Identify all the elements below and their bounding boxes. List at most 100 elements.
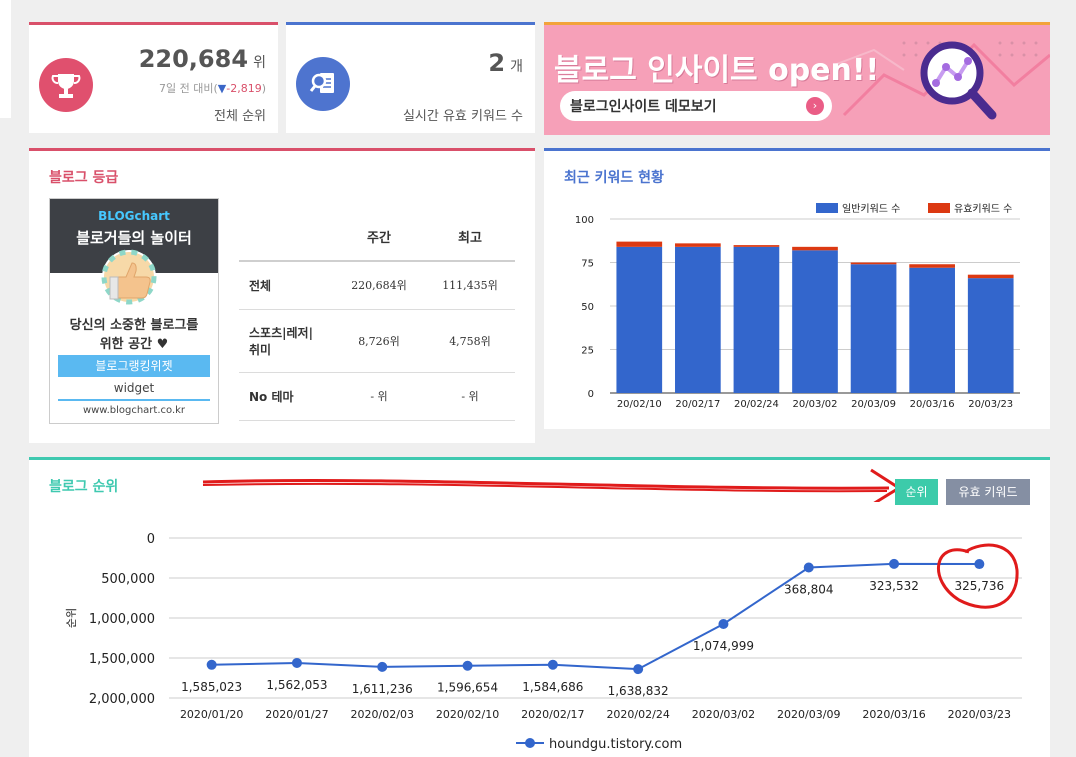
magnifier-chart-icon xyxy=(920,41,997,120)
grade-row-label: 스포츠|레저| 취미 xyxy=(239,309,333,373)
bar-segment xyxy=(792,246,838,251)
y-axis-label: 순위 xyxy=(65,608,78,628)
valid-keyword-tab-button[interactable]: 유효 키워드 xyxy=(946,479,1030,505)
data-point xyxy=(633,664,644,675)
x-tick-label: 20/02/10 xyxy=(617,399,662,410)
grade-row-label-line2: 취미 xyxy=(249,342,272,357)
bar-segment xyxy=(909,264,955,268)
bar-segment xyxy=(733,245,780,247)
left-edge-panel xyxy=(0,0,11,118)
rank-tab-button[interactable]: 순위 xyxy=(895,479,938,505)
legend-swatch xyxy=(816,203,838,213)
red-circle-annotation xyxy=(937,543,1019,609)
data-point xyxy=(803,562,814,573)
bar-segment xyxy=(850,262,897,265)
grade-header-weekly: 주간 xyxy=(333,213,425,262)
bar-segment xyxy=(909,267,955,393)
bar-segment xyxy=(675,243,721,247)
data-label: 323,532 xyxy=(869,579,919,593)
grade-row-best: - 위 xyxy=(425,372,515,421)
grade-row-weekly: - 위 xyxy=(333,372,425,421)
data-point xyxy=(889,558,900,569)
bar-segment xyxy=(733,246,780,393)
y-tick-label: 2,000,000 xyxy=(89,692,155,707)
keyword-count-card: 2 개 실시간 유효 키워드 수 xyxy=(286,22,535,133)
blog-rank-card: 블로그 순위 순위 유효 키워드 0 500,000 1,000,000 1,500,… xyxy=(29,457,1050,757)
y-tick-label: 75 xyxy=(581,259,594,270)
rank-line-chart: 0 500,000 1,000,000 1,500,000 2,000,000 순위 202… xyxy=(65,532,1022,752)
y-tick-label: 50 xyxy=(581,302,594,313)
data-label: 1,562,053 xyxy=(266,678,327,692)
x-tick-label: 20/03/16 xyxy=(910,399,955,410)
data-label: 368,804 xyxy=(784,583,834,597)
down-arrow-icon: ▼ xyxy=(217,82,227,95)
widget-tagline-line2: 위한 공간 ♥ xyxy=(99,337,169,352)
data-point xyxy=(547,659,558,670)
widget-headline: 블로거들의 놀이터 xyxy=(76,229,192,247)
data-point xyxy=(718,618,729,629)
grade-title: 블로그 등급 xyxy=(49,170,119,186)
data-point xyxy=(377,661,388,672)
rank-change-prefix: 7일 전 대비( xyxy=(159,82,218,95)
blog-grade-card: 블로그 등급 BLOGchart 블로거들의 놀이터 당신의 소중한 블로그를 … xyxy=(29,148,535,443)
rank-unit: 위 xyxy=(253,55,266,71)
bar-segment xyxy=(616,241,663,247)
series-line xyxy=(211,562,980,671)
y-tick-label: 0 xyxy=(147,532,155,547)
legend-swatch xyxy=(928,203,950,213)
banner-demo-button-label: 블로그인사이트 데모보기 xyxy=(570,99,717,115)
x-tick-label: 2020/01/27 xyxy=(265,708,328,721)
widget-url: www.blogchart.co.kr xyxy=(82,405,186,416)
x-tick-label: 2020/02/10 xyxy=(436,708,499,721)
y-tick-label: 500,000 xyxy=(101,572,155,587)
data-label: 1,596,654 xyxy=(437,681,498,695)
total-rank-card: 220,684 위 7일 전 대비(▼-2,819) 전체 순위 xyxy=(29,22,278,133)
y-tick-label: 1,000,000 xyxy=(89,612,155,627)
rank-change-suffix: ) xyxy=(261,82,266,95)
x-tick-label: 2020/03/02 xyxy=(692,708,755,721)
keyword-status-card: 최근 키워드 현황 100 75 50 25 0 20/02/10 20/02/17 20/0… xyxy=(544,148,1050,429)
x-tick-label: 20/02/24 xyxy=(734,399,779,410)
x-tick-label: 20/03/09 xyxy=(851,399,896,410)
bar-segment xyxy=(792,250,838,393)
widget-tagline-line1: 당신의 소중한 블로그를 xyxy=(69,318,199,333)
table-row: 전체 220,684위 111,435위 xyxy=(239,261,515,310)
chevron-right-icon: › xyxy=(806,97,824,115)
widget-label: widget xyxy=(113,381,155,395)
keyword-bar-chart: 100 75 50 25 0 20/02/10 20/02/17 20/02/24 20/03/… xyxy=(575,202,1020,410)
data-label: 1,611,236 xyxy=(352,682,413,696)
grade-row-weekly: 8,726위 xyxy=(333,309,425,373)
x-tick-label: 20/02/17 xyxy=(675,399,720,410)
rank-change-value: -2,819 xyxy=(226,82,262,95)
keyword-count-value: 2 xyxy=(488,49,506,77)
data-label: 325,736 xyxy=(955,579,1005,593)
rank-label: 전체 순위 xyxy=(214,109,266,124)
keyword-search-icon xyxy=(296,57,350,111)
x-tick-label: 2020/03/23 xyxy=(948,708,1011,721)
data-label: 1,074,999 xyxy=(693,639,754,653)
blog-insight-banner[interactable]: 블로그 인사이트 open!! 블로그인사이트 데모보기 › xyxy=(544,22,1050,135)
x-tick-label: 2020/03/16 xyxy=(862,708,925,721)
x-tick-label: 2020/01/20 xyxy=(180,708,243,721)
bar-segment xyxy=(616,246,663,393)
data-point xyxy=(291,657,302,668)
legend-marker xyxy=(525,738,535,748)
bar-segment xyxy=(967,278,1014,393)
thumbs-up-icon xyxy=(101,249,157,305)
keyword-chart-title: 최근 키워드 현황 xyxy=(564,170,664,186)
x-tick-label: 2020/02/24 xyxy=(606,708,669,721)
banner-demo-button[interactable]: 블로그인사이트 데모보기 › xyxy=(560,91,832,121)
data-label: 1,638,832 xyxy=(608,684,669,698)
grade-table-header: 주간 최고 xyxy=(239,213,515,262)
data-label: 1,585,023 xyxy=(181,680,242,694)
x-tick-label: 2020/02/17 xyxy=(521,708,584,721)
blogchart-widget[interactable]: BLOGchart 블로거들의 놀이터 당신의 소중한 블로그를 위한 공간 ♥… xyxy=(49,198,219,424)
trophy-icon xyxy=(39,58,93,112)
table-row: No 테마 - 위 - 위 xyxy=(239,372,515,421)
grade-header-best: 최고 xyxy=(425,213,515,262)
y-tick-label: 25 xyxy=(581,346,594,357)
x-tick-label: 2020/02/03 xyxy=(351,708,414,721)
keyword-count-label: 실시간 유효 키워드 수 xyxy=(402,109,523,124)
legend-label: houndgu.tistory.com xyxy=(549,737,682,752)
grade-row-best: 4,758위 xyxy=(425,309,515,373)
